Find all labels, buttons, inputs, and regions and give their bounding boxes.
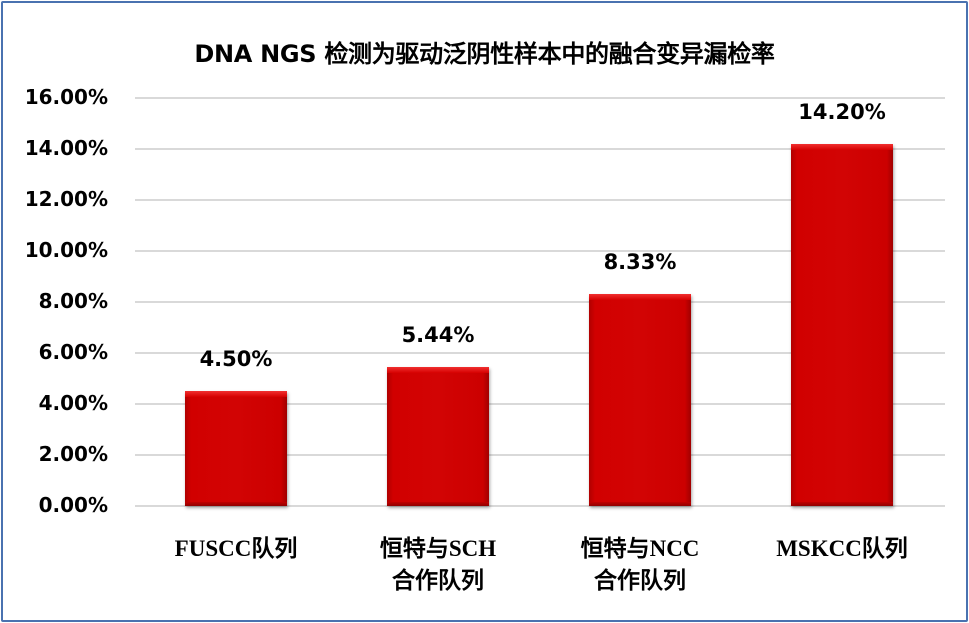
gridline bbox=[135, 301, 945, 303]
gridline bbox=[135, 199, 945, 201]
y-tick-label: 8.00% bbox=[38, 289, 108, 313]
data-label: 5.44% bbox=[401, 323, 475, 348]
y-tick-label: 0.00% bbox=[38, 493, 108, 517]
x-category-label-line: FUSCC队列 bbox=[174, 536, 298, 561]
y-tick-label: 14.00% bbox=[24, 136, 108, 160]
bar bbox=[791, 143, 893, 507]
data-label: 4.50% bbox=[199, 347, 273, 372]
gridline bbox=[135, 352, 945, 354]
data-label: 8.33% bbox=[603, 249, 677, 274]
y-tick-label: 10.00% bbox=[24, 238, 108, 262]
y-tick-label: 2.00% bbox=[38, 442, 108, 466]
bar bbox=[589, 293, 691, 507]
x-category-label: FUSCC队列 bbox=[136, 533, 336, 565]
x-category-label-line: 恒特与SCH bbox=[379, 536, 497, 561]
y-tick-label: 16.00% bbox=[24, 85, 108, 109]
y-tick-label: 6.00% bbox=[38, 340, 108, 364]
gridline bbox=[135, 250, 945, 252]
y-tick-label: 4.00% bbox=[38, 391, 108, 415]
x-category-label-line: 合作队列 bbox=[392, 568, 484, 593]
gridline bbox=[135, 148, 945, 150]
gridline bbox=[135, 505, 945, 507]
chart-title: DNA NGS 检测为驱动泛阴性样本中的融合变异漏检率 bbox=[194, 40, 775, 68]
y-tick-label: 12.00% bbox=[24, 187, 108, 211]
x-category-label-line: MSKCC队列 bbox=[776, 536, 908, 561]
data-label: 14.20% bbox=[798, 99, 886, 124]
bar bbox=[387, 367, 489, 506]
gridline bbox=[135, 97, 945, 99]
gridline bbox=[135, 454, 945, 456]
gridline bbox=[135, 403, 945, 405]
x-category-label: 恒特与NCC 合作队列 bbox=[540, 533, 740, 597]
x-category-label: MSKCC队列 bbox=[742, 533, 942, 565]
x-category-label-line: 恒特与NCC bbox=[580, 536, 700, 561]
x-category-label: 恒特与SCH 合作队列 bbox=[338, 533, 538, 597]
x-category-label-line: 合作队列 bbox=[594, 568, 686, 593]
bar bbox=[185, 391, 287, 506]
